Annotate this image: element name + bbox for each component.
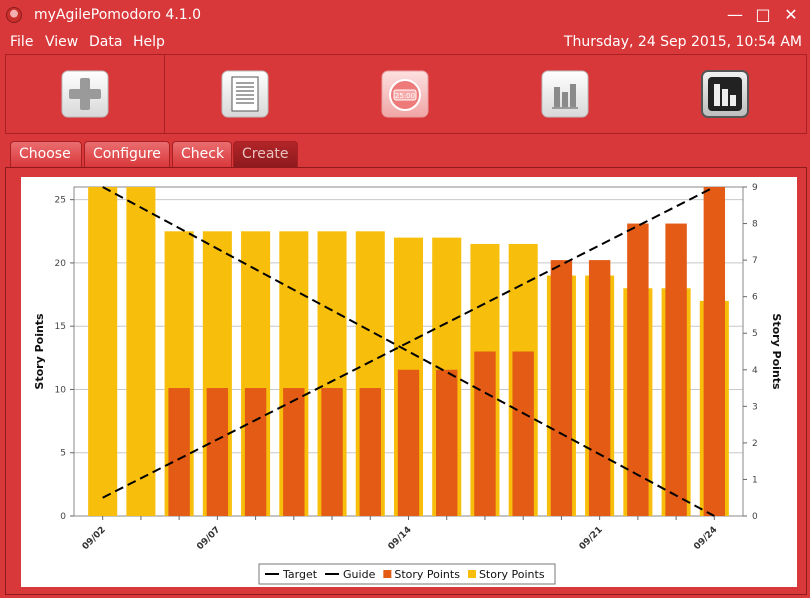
tab-content-panel: 0 5 10 15 20 25 0 1 2 3 4 5 6 7 8 9 09/02 09/07 09/14 09/21…	[5, 167, 807, 595]
title-bar: myAgilePomodoro 4.1.0 — □ ✕	[0, 0, 810, 30]
y-axis-tick-label: 10	[55, 385, 67, 395]
y-axis-tick-label: 25	[55, 196, 66, 206]
y2-axis-tick-label: 8	[752, 220, 758, 230]
tab-create[interactable]: Create	[233, 141, 298, 167]
toolbar-divider	[164, 55, 165, 133]
bar-orange-story-points	[397, 369, 420, 516]
legend-label: Guide	[343, 568, 376, 581]
app-tomato-icon	[6, 7, 22, 23]
guide-line	[102, 186, 715, 499]
toolbar: 25:00	[5, 54, 807, 134]
bar-orange-story-points	[321, 388, 343, 516]
bar-orange-story-points	[550, 260, 573, 516]
menu-help[interactable]: Help	[133, 34, 165, 50]
y-axis-tick-label: 5	[60, 449, 66, 459]
bar-chart-icon	[541, 70, 589, 118]
y2-axis-tick-label: 7	[752, 256, 758, 266]
burndown-chart: 0 5 10 15 20 25 0 1 2 3 4 5 6 7 8 9 09/02 09/07 09/14 09/21…	[33, 183, 783, 585]
close-button[interactable]: ✕	[784, 5, 798, 24]
legend-color-box	[467, 570, 476, 578]
y2-axis-tick-label: 4	[752, 366, 758, 376]
bar-orange-story-points	[512, 351, 534, 516]
bar-orange-story-points	[206, 388, 229, 516]
bar-orange-story-points	[588, 260, 611, 516]
x-axis-date-label: 09/14	[387, 525, 414, 552]
y2-axis-title: Story Points	[770, 313, 783, 390]
bar-chart-button[interactable]	[541, 70, 589, 118]
target-line	[102, 186, 715, 517]
y2-axis-tick-label: 3	[752, 402, 758, 412]
add-icon	[61, 70, 109, 118]
minimize-button[interactable]: —	[727, 5, 743, 24]
pomodoro-timer-label: 25:00	[395, 92, 415, 100]
tab-choose[interactable]: Choose	[10, 141, 82, 167]
report-button[interactable]	[221, 70, 269, 118]
report-icon	[221, 70, 269, 118]
bar-yellow-story-points	[126, 187, 156, 516]
bar-orange-story-points	[436, 369, 458, 516]
y2-axis-tick-label: 1	[752, 475, 758, 485]
chart-legend	[258, 563, 556, 585]
pomodoro-timer-button[interactable]: 25:00	[381, 70, 429, 118]
burndown-chart-button[interactable]	[701, 70, 749, 118]
legend-label: Story Points	[479, 568, 545, 581]
menu-bar: File View Data Help Thursday, 24 Sep 201…	[0, 30, 810, 54]
menu-file[interactable]: File	[10, 34, 34, 50]
bar-orange-story-points	[359, 388, 381, 516]
maximize-button[interactable]: □	[755, 5, 771, 24]
y2-axis-tick-label: 2	[752, 439, 758, 449]
legend-label: Target	[282, 568, 318, 581]
bar-orange-story-points	[665, 223, 687, 517]
x-axis-date-label: 09/02	[81, 525, 108, 552]
y-axis-title: Story Points	[33, 313, 46, 390]
add-button[interactable]	[61, 70, 109, 118]
bar-orange-story-points	[474, 351, 496, 516]
pomodoro-timer-icon: 25:00	[381, 70, 429, 118]
bar-orange-story-points	[244, 388, 267, 516]
current-datetime: Thursday, 24 Sep 2015, 10:54 AM	[563, 34, 802, 50]
bar-orange-story-points	[283, 388, 305, 516]
y-axis-tick-label: 0	[60, 512, 66, 522]
y2-axis-tick-label: 9	[752, 183, 758, 193]
y2-axis-tick-label: 6	[752, 293, 758, 303]
x-axis-date-label: 09/24	[692, 525, 719, 552]
y-axis-tick-label: 20	[55, 259, 67, 269]
legend-color-box	[383, 570, 392, 578]
window-title: myAgilePomodoro 4.1.0	[34, 7, 202, 23]
bar-orange-story-points	[627, 223, 649, 517]
menu-view[interactable]: View	[45, 34, 79, 50]
bar-yellow-story-points	[88, 187, 118, 516]
tab-configure[interactable]: Configure	[84, 141, 170, 167]
y-axis-tick-label: 15	[55, 322, 66, 332]
legend-label: Story Points	[394, 568, 460, 581]
menu-data[interactable]: Data	[89, 34, 123, 50]
x-axis-date-label: 09/21	[578, 525, 605, 552]
y2-axis-tick-label: 0	[752, 512, 758, 522]
bar-orange-story-points	[168, 388, 190, 516]
tab-check[interactable]: Check	[172, 141, 232, 167]
burndown-chart-icon	[701, 70, 749, 118]
burndown-chart-panel: 0 5 10 15 20 25 0 1 2 3 4 5 6 7 8 9 09/02 09/07 09/14 09/21…	[21, 177, 797, 587]
y2-axis-tick-label: 5	[752, 329, 758, 339]
x-axis-date-label: 09/07	[195, 525, 222, 552]
bar-orange-story-points	[703, 187, 726, 516]
